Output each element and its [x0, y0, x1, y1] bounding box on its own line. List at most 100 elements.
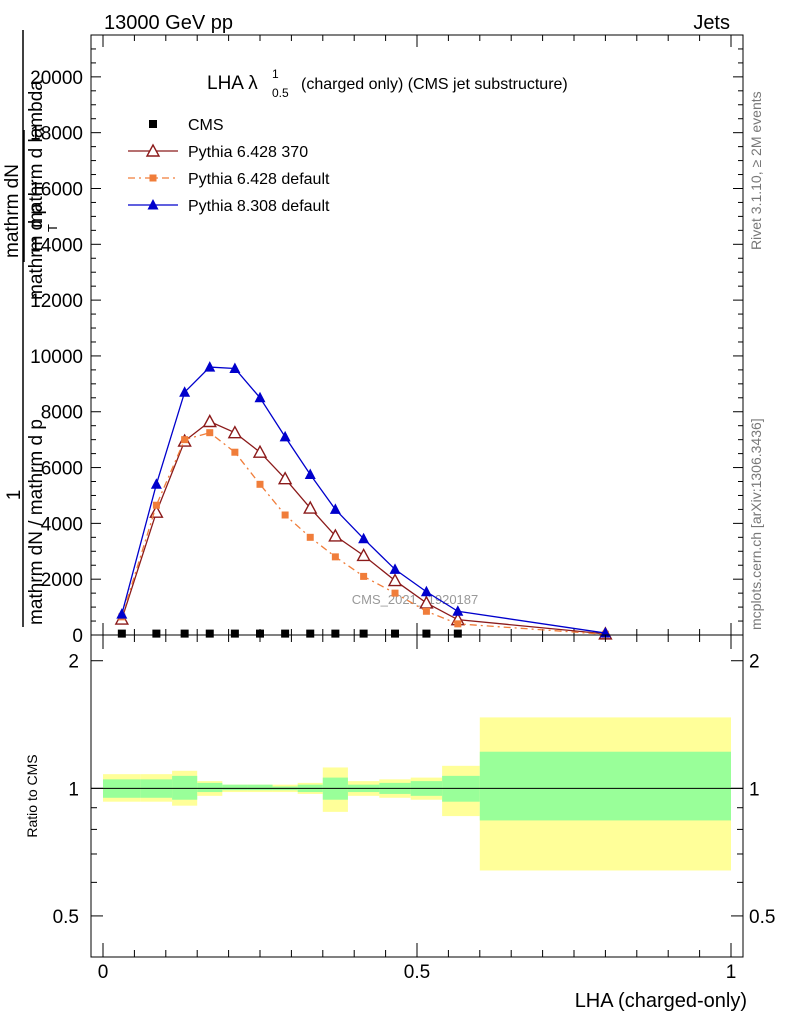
pythia6-default-point — [281, 511, 289, 519]
ratio-x-ticks — [102, 635, 732, 957]
pythia8-default-point — [150, 478, 162, 489]
cms-data-point — [117, 629, 126, 638]
ratio-green-band — [172, 775, 198, 800]
pythia6-370-point — [328, 528, 343, 542]
ratio-y-ticks — [91, 660, 743, 917]
legend-entry: CMS — [149, 117, 224, 134]
x-axis-label: LHA (charged-only) — [575, 990, 747, 1012]
series-3 — [116, 361, 611, 638]
pythia6-default-point — [306, 533, 314, 541]
ratio-y-tick-label-right: 0.5 — [749, 907, 775, 928]
y-axis-label: 1 mathrm dN / mathrm d p mathrm dN mathr… — [2, 30, 60, 627]
main-y-ticks — [91, 34, 743, 636]
rivet-version-label: Rivet 3.1.10, ≥ 2M events — [748, 91, 764, 250]
ratio-y-tick-label-left: 2 — [68, 652, 79, 673]
main-y-tick-labels: 0 2000 4000 6000 8000 10000 12000 14000 16000 180… — [30, 68, 83, 647]
mcplots-label: mcplots.cern.ch [arXiv:1306.3436] — [748, 418, 764, 630]
pythia6-default-point — [206, 429, 214, 437]
process-label: Jets — [693, 12, 730, 34]
ratio-bands — [103, 717, 731, 871]
pythia8-default-point — [229, 362, 241, 373]
ylabel-dn: mathrm dN — [2, 164, 23, 258]
pythia8-default-point — [116, 608, 128, 619]
pythia8-default-point — [254, 391, 266, 403]
legend-label: Pythia 6.428 default — [188, 171, 330, 188]
y-tick-label: 6000 — [41, 459, 83, 480]
ylabel-one: 1 — [4, 490, 25, 501]
pythia6-default-point — [454, 620, 462, 628]
legend-label: CMS — [188, 117, 224, 134]
series-0 — [117, 629, 462, 638]
pythia6-370-point — [145, 143, 161, 157]
pythia6-default-point — [149, 174, 157, 182]
pythia6-default-point — [231, 448, 239, 456]
ratio-y-tick-label-left: 1 — [68, 779, 79, 800]
ratio-y-tick-label-right: 1 — [749, 779, 760, 800]
x-tick-labels: 0 0.5 1 — [98, 962, 737, 983]
series-line — [121, 431, 606, 635]
plot-title-rest: (charged only) (CMS jet substructure) — [301, 76, 568, 93]
pythia6-default-point — [391, 589, 399, 597]
ylabel-dlambda: mathrm d lambda — [26, 80, 47, 228]
pythia6-default-point — [152, 501, 160, 509]
legend: CMS Pythia 6.428 370 Pythia 6.428 default P… — [128, 117, 330, 215]
legend-label: Pythia 8.308 default — [188, 198, 330, 215]
pythia8-default-point — [204, 361, 216, 372]
cms-data-point — [391, 629, 400, 638]
y-tick-label: 0 — [72, 626, 83, 647]
pythia6-370-point — [356, 548, 371, 562]
ratio-green-band — [197, 782, 223, 793]
pythia8-default-point — [420, 585, 432, 597]
pythia8-default-point — [389, 563, 401, 574]
ratio-y-tick-label-left: 0.5 — [53, 907, 79, 928]
pythia6-default-point — [422, 607, 430, 615]
series-line — [121, 366, 606, 634]
cms-data-point — [180, 629, 189, 638]
y-tick-label: 12000 — [30, 291, 83, 312]
ylabel-denominator: mathrm dN / mathrm d p — [26, 419, 47, 625]
plot-title: LHA λ — [207, 73, 258, 94]
cms-data-point — [422, 629, 431, 638]
ylabel-t-subscript: T — [45, 224, 60, 232]
pythia6-370-point — [227, 425, 243, 439]
x-tick-label: 1 — [726, 962, 737, 983]
ratio-y-tick-label-right: 2 — [749, 652, 760, 673]
pythia8-default-point — [329, 503, 341, 514]
y-tick-label: 8000 — [41, 403, 83, 424]
y-tick-label: 14000 — [30, 235, 83, 256]
ratio-green-band — [247, 784, 273, 791]
pythia6-370-point — [202, 414, 217, 428]
pythia8-default-point — [358, 532, 370, 544]
x-tick-label: 0.5 — [404, 962, 430, 983]
ratio-plot: 0.5 0.51 12 2 0 0.5 1 Ratio to CMS LHA (charg… — [24, 634, 775, 1012]
cms-data-point — [205, 629, 214, 638]
cms-data-point — [149, 120, 157, 128]
plot-title-main: LHA λ — [207, 73, 258, 94]
ratio-green-band — [222, 784, 248, 791]
cms-data-point — [281, 629, 290, 638]
y-tick-label: 2000 — [41, 570, 83, 591]
pythia8-default-point — [452, 605, 464, 616]
cms-data-point — [152, 629, 161, 638]
cms-data-point — [306, 629, 315, 638]
pythia6-default-point — [181, 436, 189, 444]
legend-entry: Pythia 6.428 default — [128, 171, 330, 188]
y-tick-label: 18000 — [30, 124, 83, 145]
cms-data-point — [359, 629, 368, 638]
legend-label: Pythia 6.428 370 — [188, 144, 308, 161]
ylabel-dp: mathrm d p — [26, 204, 47, 300]
plot-title-sup: 1 — [272, 67, 279, 81]
pythia8-default-point — [279, 430, 291, 442]
cms-data-point — [230, 629, 239, 638]
pythia6-370-point — [387, 573, 403, 587]
y-tick-label: 10000 — [30, 347, 83, 368]
y-tick-label: 4000 — [41, 514, 83, 535]
cms-data-point — [331, 629, 340, 638]
pythia6-370-point — [303, 500, 318, 514]
watermark: CMS_2021_I1920187 — [352, 592, 479, 607]
pythia6-370-point — [252, 444, 268, 458]
series-line — [121, 420, 606, 635]
ratio-green-band — [479, 751, 731, 821]
cms-data-point — [256, 629, 264, 638]
